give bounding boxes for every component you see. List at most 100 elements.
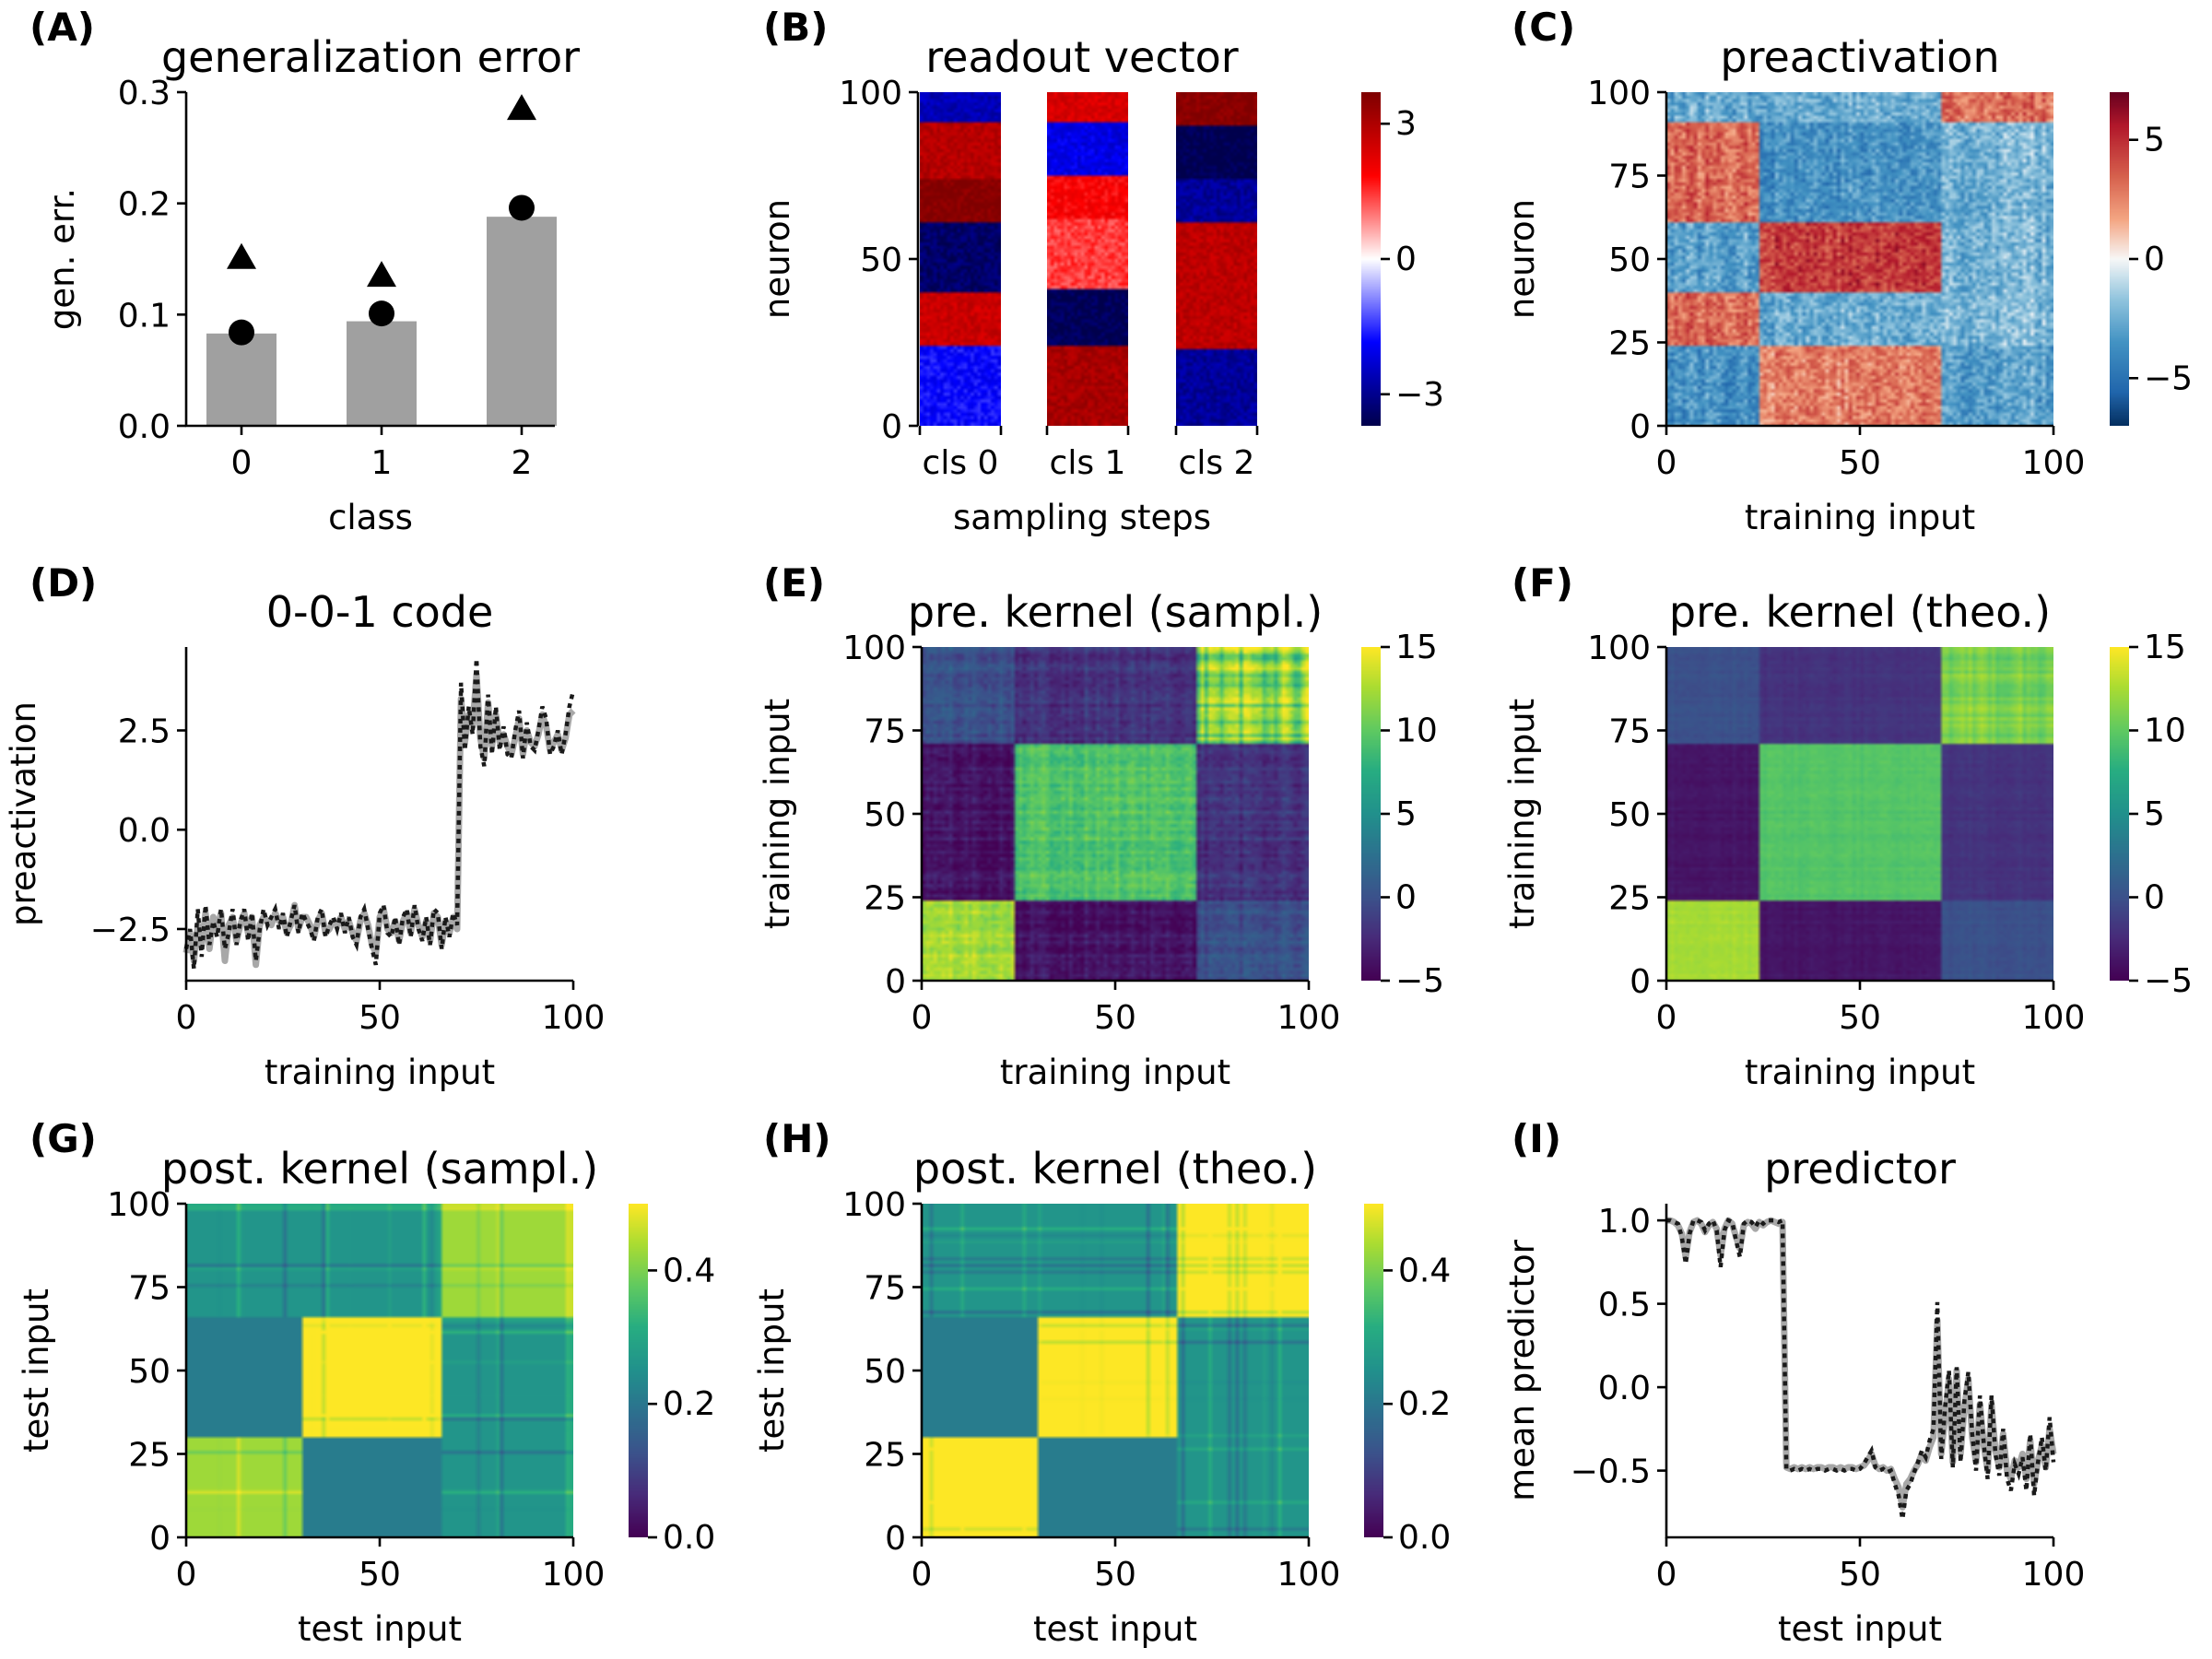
panel-d-ytick-label: 2.5 [118,713,171,751]
panel-a-circle-marker [229,319,254,346]
panel-b-colorbar-tick-label: 3 [1395,105,1417,143]
panel-e-title: pre. kernel (sampl.) [908,587,1323,637]
panel-i-ytick-label: 1.0 [1598,1203,1651,1241]
panel-c-ytick-label: 75 [1608,159,1651,196]
panel-i-panel-letter: (I) [1512,1116,1561,1161]
panel-a-panel-letter: (A) [29,5,95,50]
panel-g-ytick-label: 25 [128,1437,171,1475]
panel-b-column-heatmap [1047,92,1128,426]
panel-g-ytick-label: 0 [149,1520,171,1558]
panel-f-xtick-label: 50 [1839,999,1881,1037]
panel-b-ytick-label: 100 [839,75,902,112]
panel-b-column-heatmap [1176,92,1257,426]
panel-c-ytick-label: 100 [1587,75,1651,112]
panel-g-xlabel: test input [298,1609,462,1649]
panel-f-xtick-label: 0 [1656,999,1677,1037]
panel-d-ylabel: preactivation [4,701,43,926]
panel-e-xtick-label: 100 [1277,999,1341,1037]
panel-e-ytick-label: 100 [842,629,906,667]
panel-a-circle-marker [369,300,394,327]
heatmap-layer [186,92,2129,1537]
panel-g-xtick-label: 50 [359,1556,401,1594]
panel-e-ytick-label: 75 [864,713,906,751]
panel-a-title: generalization error [161,32,580,82]
panel-a-bar [206,333,276,426]
panel-g-heatmap [186,1204,573,1537]
panel-g-panel-letter: (G) [29,1116,97,1161]
panel-e-panel-letter: (E) [763,560,825,606]
panel-f-heatmap [1666,647,2053,981]
panel-d-xtick-label: 50 [359,999,401,1037]
panel-i-xtick-label: 100 [2022,1556,2086,1594]
panel-d-xlabel: training input [265,1053,495,1092]
panel-a-triangle-marker [507,94,536,121]
panel-f-colorbar [2110,647,2129,981]
panel-c-ytick-label: 50 [1608,241,1651,279]
panel-f-ylabel: training input [1502,699,1542,929]
panel-f-colorbar-tick-label: −5 [2144,962,2193,1000]
panel-g-xtick-label: 100 [542,1556,606,1594]
panel-b-colorbar [1361,92,1381,426]
panel-h-xtick-label: 50 [1094,1556,1136,1594]
panel-f-colorbar-tick-label: 10 [2144,712,2186,750]
panel-c-ytick-label: 0 [1630,408,1651,446]
panel-c-colorbar-tick-label: 0 [2144,241,2165,278]
panel-i-ytick-label: 0.5 [1598,1287,1651,1324]
panel-a-xlabel: class [328,498,413,537]
panel-i-ytick-label: 0.0 [1598,1370,1651,1407]
panel-b-colorbar-tick-label: −3 [1395,376,1444,414]
panel-d-xtick-label: 0 [176,999,197,1037]
panel-c-colorbar-tick-label: 5 [2144,122,2165,159]
panel-h-ytick-label: 50 [864,1353,906,1391]
panel-b-panel-letter: (B) [763,5,828,50]
panel-f-colorbar-tick-label: 0 [2144,879,2165,917]
panel-e-ylabel: training input [758,699,797,929]
panel-a-ytick-label: 0.0 [118,408,171,446]
panel-c-panel-letter: (C) [1512,5,1575,50]
panel-h-xtick-label: 100 [1277,1556,1341,1594]
panel-g-ytick-label: 75 [128,1270,171,1308]
panel-d-xtick-label: 100 [542,999,606,1037]
panel-h-panel-letter: (H) [763,1116,831,1161]
panel-h-ytick-label: 0 [885,1520,906,1558]
panel-c-xlabel: training input [1745,498,1975,537]
panel-a-xtick-label: 0 [231,444,253,482]
panel-c-heatmap [1666,92,2053,426]
panel-h-ytick-label: 100 [842,1186,906,1224]
panel-c-xtick-label: 50 [1839,444,1881,482]
panel-f-ytick-label: 50 [1608,796,1651,834]
panel-a-ytick-label: 0.2 [118,186,171,224]
panel-h-xtick-label: 0 [912,1556,933,1594]
panel-a-ylabel: gen. err. [42,188,82,330]
panel-g-ytick-label: 50 [128,1353,171,1391]
panel-d-theory-line [183,658,576,970]
panel-a-circle-marker [509,194,535,221]
panel-d-ytick-label: −2.5 [90,912,171,949]
panel-e-ytick-label: 0 [885,963,906,1001]
panel-f-colorbar-tick-label: 5 [2144,795,2165,833]
panel-g-xtick-label: 0 [176,1556,197,1594]
panel-f-colorbar-tick-label: 15 [2144,629,2186,666]
panel-c-xtick-label: 0 [1656,444,1677,482]
panel-h-title: post. kernel (theo.) [913,1144,1317,1194]
panel-e-heatmap [922,647,1309,981]
panel-e-colorbar-tick-label: 15 [1395,629,1438,666]
panel-f-xlabel: training input [1745,1053,1975,1092]
panel-e-colorbar [1361,647,1381,981]
panel-c-xtick-label: 100 [2022,444,2086,482]
panel-b-title: readout vector [925,32,1239,82]
panel-h-colorbar-tick-label: 0.2 [1398,1385,1451,1423]
panel-f-xtick-label: 100 [2022,999,2086,1037]
panel-b-xlabel: sampling steps [953,498,1211,537]
panel-e-xlabel: training input [1000,1053,1230,1092]
panel-i-axes [1665,1204,2053,1539]
panel-i-xtick-label: 50 [1839,1556,1881,1594]
panel-d-title: 0-0-1 code [266,587,494,637]
panel-h-xlabel: test input [1033,1609,1197,1649]
panel-f-ytick-label: 0 [1630,963,1651,1001]
panel-h-ytick-label: 75 [864,1270,906,1308]
panel-e-xtick-label: 50 [1094,999,1136,1037]
panel-h-ytick-label: 25 [864,1437,906,1475]
